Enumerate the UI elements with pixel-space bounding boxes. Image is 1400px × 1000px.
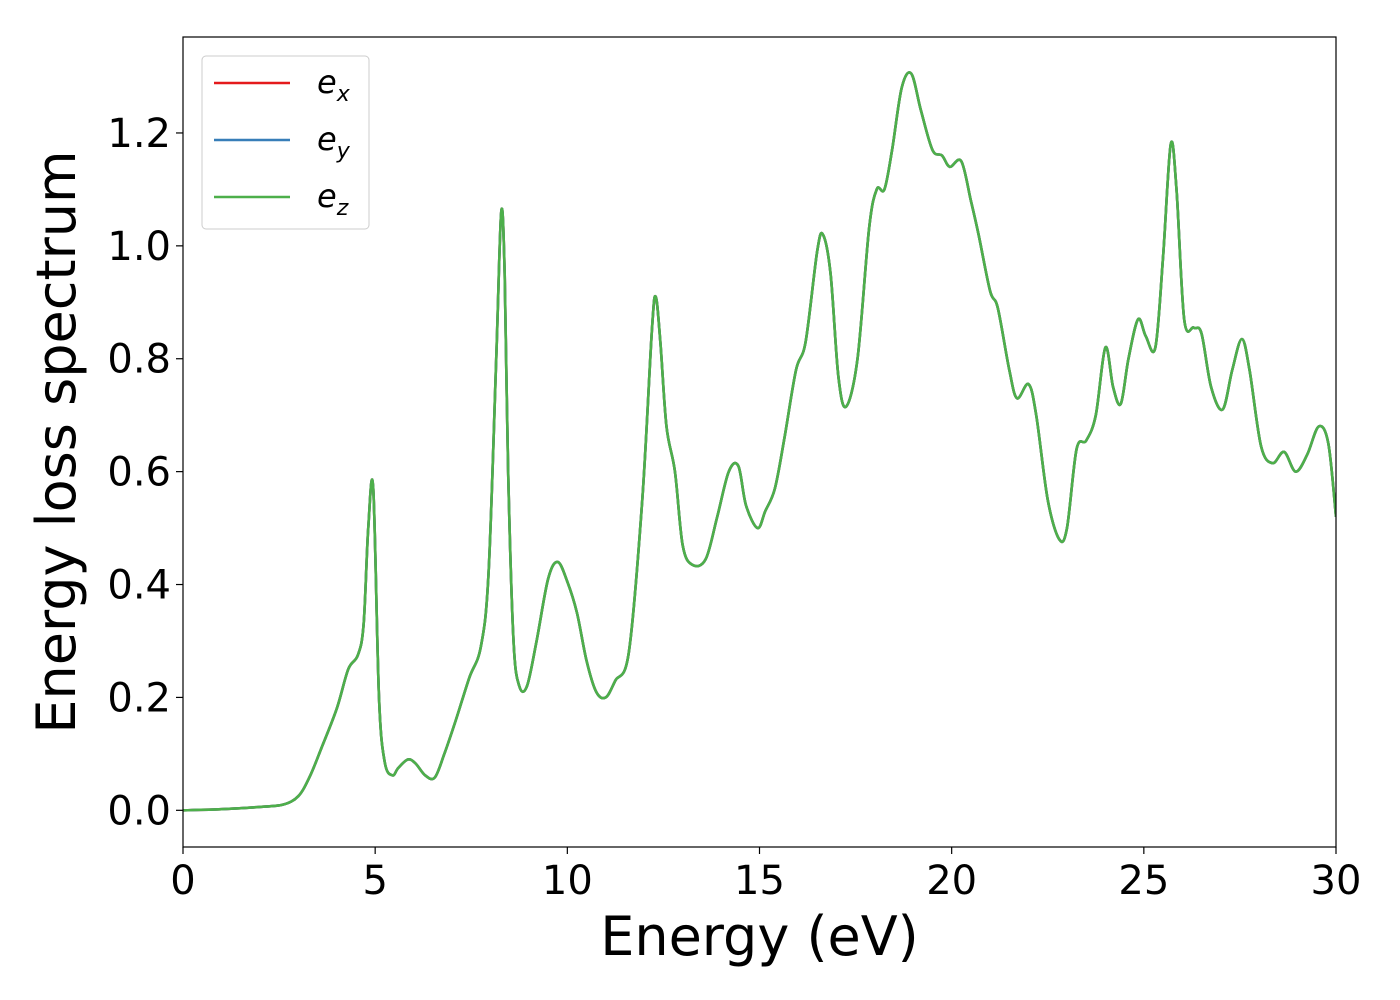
y-tick-label: 0.2 [107, 675, 171, 721]
x-tick-label: 10 [542, 858, 593, 904]
x-tick-label: 0 [170, 858, 195, 904]
y-axis: 0.0 0.2 0.4 0.6 0.8 1.0 1.2 [107, 111, 183, 834]
legend: ex ey ez [201, 55, 370, 230]
x-tick-label: 20 [926, 858, 977, 904]
series-layer [183, 71, 1336, 812]
series-line-e-z [183, 71, 1336, 812]
legend-label-e-z: ez [317, 177, 349, 221]
y-tick-label: 0.0 [107, 788, 171, 834]
x-tick-label: 30 [1311, 858, 1362, 904]
y-axis-title: Energy loss spectrum [25, 150, 88, 733]
y-tick-label: 0.4 [107, 563, 171, 609]
legend-label-e-y: ey [317, 120, 351, 164]
legend-items: ex ey ez [214, 63, 351, 221]
y-tick-label: 1.2 [107, 111, 171, 157]
legend-label-e-x: ex [317, 63, 351, 107]
y-tick-label: 1.0 [107, 224, 171, 270]
x-axis: 0 5 10 15 20 25 30 [170, 847, 1361, 904]
x-tick-label: 15 [734, 858, 785, 904]
y-tick-label: 0.8 [107, 337, 171, 383]
x-tick-label: 5 [362, 858, 387, 904]
y-tick-label: 0.6 [107, 450, 171, 496]
legend-frame [201, 55, 370, 230]
x-axis-title: Energy (eV) [600, 905, 919, 968]
x-tick-label: 25 [1118, 858, 1169, 904]
